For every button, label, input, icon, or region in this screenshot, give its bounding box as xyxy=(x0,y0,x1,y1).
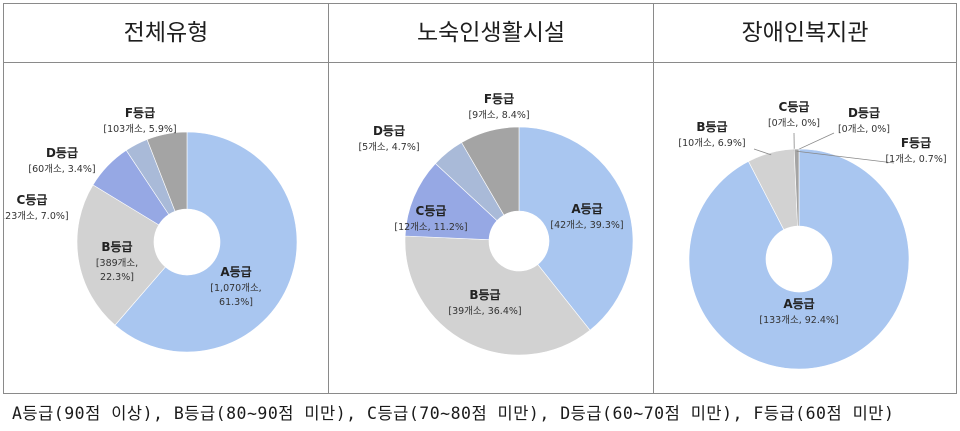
leader-line-d xyxy=(794,132,835,152)
slice-name-label: B등급 xyxy=(696,120,727,134)
slice-name-label: A등급 xyxy=(783,297,814,311)
slice-name-label: A등급 xyxy=(220,265,251,279)
slice-a xyxy=(114,131,298,353)
label-a: A등급 [1,070개소, 61.3%] xyxy=(210,265,261,308)
label-f: F등급 [9개소, 8.4%] xyxy=(468,92,529,121)
leader-line-b xyxy=(753,148,772,156)
slice-count-label: [389개소, xyxy=(96,258,138,269)
slice-b xyxy=(76,184,166,326)
slice-name-label: C등급 xyxy=(17,193,48,207)
slice-count-label: [39개소, 36.4%] xyxy=(448,306,521,317)
label-a: A등급 [133개소, 92.4%] xyxy=(759,297,838,326)
slice-f xyxy=(461,126,520,216)
slice-name-label: C등급 xyxy=(779,100,810,114)
title-total: 전체유형 xyxy=(123,20,209,46)
column-divider-2 xyxy=(653,4,654,393)
slice-name-label: F등급 xyxy=(901,136,931,150)
slice-a xyxy=(688,148,910,370)
slice-count-label: [60개소, 3.4%] xyxy=(28,164,95,175)
slice-f xyxy=(146,131,188,212)
slice-name-label: F등급 xyxy=(484,92,514,106)
slice-count-label: [0개소, 0%] xyxy=(768,118,820,129)
slice-count-label: [103개소, 5.9%] xyxy=(103,124,176,135)
slice-name-label: B등급 xyxy=(469,288,500,302)
slice-count-label: [123개소, 7.0%] xyxy=(4,211,69,222)
donut-chart-disability-welfare: A등급 [133개소, 92.4%] B등급 [10개소, 6.9%] C등급 [0개소,… xyxy=(678,100,947,370)
slice-name-label: F등급 xyxy=(125,106,155,120)
slice-count-label: [10개소, 6.9%] xyxy=(678,138,745,149)
slice-c xyxy=(404,163,498,240)
label-b: B등급 [10개소, 6.9%] xyxy=(678,120,745,149)
label-b: B등급 [389개소, 22.3%] xyxy=(96,240,138,283)
slice-count-label: [133개소, 92.4%] xyxy=(759,315,838,326)
slice-count-label: [1개소, 0.7%] xyxy=(885,154,946,165)
slice-count-label: [1,070개소, xyxy=(210,283,261,294)
slice-f xyxy=(793,148,800,227)
slice-count-label: [0개소, 0%] xyxy=(838,124,890,135)
label-c: C등급 [12개소, 11.2%] xyxy=(394,204,467,233)
slice-percent-label: 22.3%] xyxy=(100,272,134,283)
label-b: B등급 [39개소, 36.4%] xyxy=(448,288,521,317)
slice-name-label: A등급 xyxy=(571,202,602,216)
slice-b xyxy=(404,235,591,356)
slice-name-label: D등급 xyxy=(848,106,880,120)
slice-name-label: D등급 xyxy=(46,146,78,160)
slice-percent-label: 61.3%] xyxy=(219,297,253,308)
slice-count-label: [9개소, 8.4%] xyxy=(468,110,529,121)
donut-chart-total: A등급 [1,070개소, 61.3%] B등급 [389개소, 22.3%] C등급 [12… xyxy=(4,106,298,353)
label-d: D등급 [60개소, 3.4%] xyxy=(28,146,95,175)
label-c: C등급 [0개소, 0%] xyxy=(768,100,820,129)
slice-a xyxy=(518,126,634,331)
slice-name-label: D등급 xyxy=(373,124,405,138)
slice-count-label: [42개소, 39.3%] xyxy=(550,220,623,231)
grade-legend-footnote: A등급(90점 이상), B등급(80~90점 미만), C등급(70~80점 … xyxy=(12,404,895,423)
label-a: A등급 [42개소, 39.3%] xyxy=(550,202,623,231)
donut-chart-homeless-facility: A등급 [42개소, 39.3%] B등급 [39개소, 36.4%] C등급 [12개소… xyxy=(358,92,634,356)
slice-name-label: B등급 xyxy=(101,240,132,254)
slice-count-label: [5개소, 4.7%] xyxy=(358,142,419,153)
title-homeless-facility: 노숙인생활시설 xyxy=(416,20,566,46)
label-f: F등급 [103개소, 5.9%] xyxy=(103,106,176,135)
slice-count-label: [12개소, 11.2%] xyxy=(394,222,467,233)
leader-line-f xyxy=(796,150,895,164)
label-f: F등급 [1개소, 0.7%] xyxy=(885,136,946,165)
label-c: C등급 [123개소, 7.0%] xyxy=(4,193,69,222)
title-disability-welfare: 장애인복지관 xyxy=(741,20,869,46)
label-d: D등급 [0개소, 0%] xyxy=(838,106,890,135)
header-divider xyxy=(4,62,956,63)
column-divider-1 xyxy=(328,4,329,393)
chart-table-frame: 전체유형 노숙인생활시설 장애인복지관 A등급 [1,070개소, 61.3%] B등… xyxy=(3,3,957,394)
slice-name-label: C등급 xyxy=(416,204,447,218)
label-d: D등급 [5개소, 4.7%] xyxy=(358,124,419,153)
